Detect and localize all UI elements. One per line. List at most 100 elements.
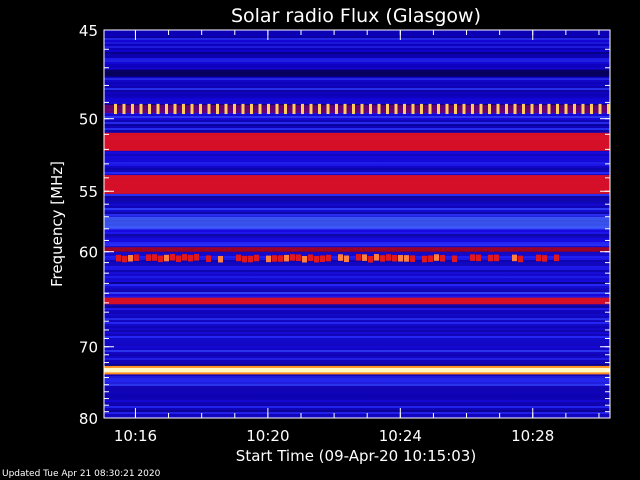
noise-stripe <box>104 374 610 376</box>
burst-patch <box>152 254 157 261</box>
burst-patch <box>116 254 121 262</box>
pulse-dot <box>139 103 143 115</box>
noise-stripe <box>104 304 610 306</box>
pulse-dot <box>471 103 474 115</box>
burst-patch <box>266 255 271 263</box>
burst-patch <box>374 254 379 261</box>
noise-stripe <box>104 212 610 214</box>
burst-patch <box>242 255 247 263</box>
noise-stripe <box>104 194 610 196</box>
noise-stripe <box>104 286 610 288</box>
burst-patch <box>218 255 223 263</box>
pulse-dot <box>114 103 117 115</box>
noise-stripe <box>104 398 610 400</box>
noise-stripe <box>104 288 610 290</box>
pulse-dot <box>581 103 585 115</box>
burst-patch <box>398 255 403 262</box>
noise-stripe <box>104 242 610 244</box>
pulse-dot <box>224 103 228 115</box>
burst-patch <box>452 255 457 263</box>
x-tick-label: 10:20 <box>246 427 289 445</box>
noise-stripe <box>104 230 610 232</box>
pulse-dot <box>360 103 364 115</box>
noise-stripe <box>104 308 610 310</box>
updated-timestamp: Updated Tue Apr 21 08:30:21 2020 <box>2 469 161 479</box>
pulse-dot <box>250 103 253 115</box>
noise-stripe <box>104 174 610 176</box>
noise-stripe <box>104 266 610 268</box>
x-tick-label: 10:16 <box>114 427 157 445</box>
burst-patch <box>392 254 397 262</box>
noise-stripe <box>104 294 610 296</box>
pulse-dot <box>394 103 398 115</box>
burst-patch <box>488 254 493 262</box>
pulse-dot <box>148 103 151 115</box>
y-axis-label: Frequency [MHz] <box>48 161 66 287</box>
pulse-dot <box>275 103 279 115</box>
noise-stripe <box>104 400 610 402</box>
pulse-dot <box>190 103 194 115</box>
noise-stripe <box>104 384 610 386</box>
band-red <box>104 297 610 305</box>
noise-stripe <box>104 362 610 364</box>
noise-stripe <box>104 156 610 158</box>
burst-patch <box>512 254 517 262</box>
noise-stripe <box>104 414 610 416</box>
band-blue-light <box>104 216 610 229</box>
noise-stripe <box>104 80 610 82</box>
y-tick-label: 60 <box>79 244 98 262</box>
noise-stripe <box>104 324 610 326</box>
pulse-dot <box>165 103 168 115</box>
burst-patch <box>380 255 385 262</box>
noise-stripe <box>104 272 610 274</box>
band-dark-red <box>104 247 610 252</box>
pulse-dot <box>479 103 483 115</box>
pulse-dot <box>496 103 500 115</box>
noise-stripe <box>104 210 610 212</box>
noise-stripe <box>104 260 610 262</box>
noise-stripe <box>104 280 610 282</box>
pulse-dot <box>547 103 551 115</box>
noise-stripe <box>104 388 610 390</box>
noise-stripe <box>104 82 610 84</box>
noise-stripe <box>104 170 610 172</box>
pulse-dot <box>207 103 211 115</box>
pulse-dot <box>454 103 457 115</box>
noise-stripe <box>104 50 610 52</box>
burst-patch <box>302 255 307 263</box>
burst-patch <box>146 254 151 261</box>
noise-stripe <box>104 114 610 116</box>
noise-stripe <box>104 356 610 358</box>
burst-patch <box>428 255 433 262</box>
y-tick-label: 50 <box>79 111 98 129</box>
noise-stripe <box>104 42 610 44</box>
noise-stripe <box>104 46 610 48</box>
pulse-dot <box>522 103 525 115</box>
noise-stripe <box>104 126 610 128</box>
noise-stripe <box>104 360 610 362</box>
pulse-dot <box>573 103 576 115</box>
noise-stripe <box>104 204 610 206</box>
pulse-dot <box>369 103 372 115</box>
noise-stripe <box>104 152 610 154</box>
y-tick-label: 55 <box>79 183 98 201</box>
noise-stripe <box>104 40 610 42</box>
noise-stripe <box>104 100 610 102</box>
y-tick-label: 70 <box>79 339 98 357</box>
burst-patch <box>314 255 319 263</box>
noise-stripe <box>104 44 610 46</box>
noise-stripe <box>104 318 610 320</box>
noise-stripe <box>104 128 610 130</box>
pulse-dot <box>199 103 202 115</box>
pulse-dot <box>377 103 381 115</box>
noise-stripe <box>104 320 610 322</box>
noise-stripe <box>104 326 610 328</box>
noise-stripe <box>104 410 610 412</box>
noise-stripe <box>104 322 610 324</box>
y-tick-label: 80 <box>79 410 98 428</box>
plot-area <box>103 29 611 419</box>
burst-patch <box>386 254 391 261</box>
burst-patch <box>410 255 415 262</box>
noise-stripe <box>104 306 610 308</box>
noise-stripe <box>104 396 610 398</box>
